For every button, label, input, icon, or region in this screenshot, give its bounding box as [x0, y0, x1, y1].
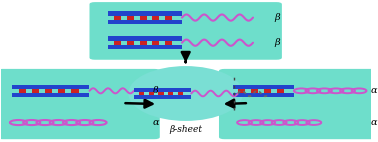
Bar — [108, 45, 182, 49]
Bar — [58, 89, 65, 93]
Text: α: α — [371, 118, 377, 127]
Bar — [264, 89, 271, 93]
Bar — [233, 93, 294, 97]
Bar — [19, 89, 26, 93]
Text: β: β — [274, 38, 280, 47]
Bar — [152, 16, 159, 20]
Text: β: β — [274, 13, 280, 22]
Text: α: α — [371, 86, 377, 95]
Bar — [251, 89, 258, 93]
Bar — [134, 88, 191, 92]
Bar — [158, 92, 164, 95]
Bar — [165, 41, 172, 45]
Bar — [12, 85, 90, 89]
Bar — [238, 89, 245, 93]
Ellipse shape — [129, 66, 243, 121]
Bar — [168, 92, 174, 95]
Bar — [127, 41, 134, 45]
FancyBboxPatch shape — [219, 69, 378, 139]
FancyBboxPatch shape — [0, 69, 160, 139]
Bar — [115, 41, 121, 45]
Bar — [12, 93, 90, 97]
Bar — [45, 89, 52, 93]
Bar — [127, 16, 134, 20]
Bar — [233, 85, 294, 89]
Bar — [152, 41, 159, 45]
Bar — [32, 89, 39, 93]
Bar — [277, 89, 284, 93]
Bar — [178, 92, 183, 95]
Bar — [108, 20, 182, 24]
Bar — [139, 16, 147, 20]
Bar — [71, 89, 79, 93]
Bar — [108, 11, 182, 16]
Bar — [165, 16, 172, 20]
Text: β-sheet: β-sheet — [169, 125, 202, 134]
Text: β: β — [152, 86, 158, 95]
FancyBboxPatch shape — [90, 2, 282, 60]
Text: α: α — [152, 118, 159, 127]
Bar — [139, 41, 147, 45]
Bar — [115, 16, 121, 20]
Bar — [134, 95, 191, 99]
Bar — [139, 92, 144, 95]
Bar — [149, 92, 154, 95]
Bar — [108, 36, 182, 41]
